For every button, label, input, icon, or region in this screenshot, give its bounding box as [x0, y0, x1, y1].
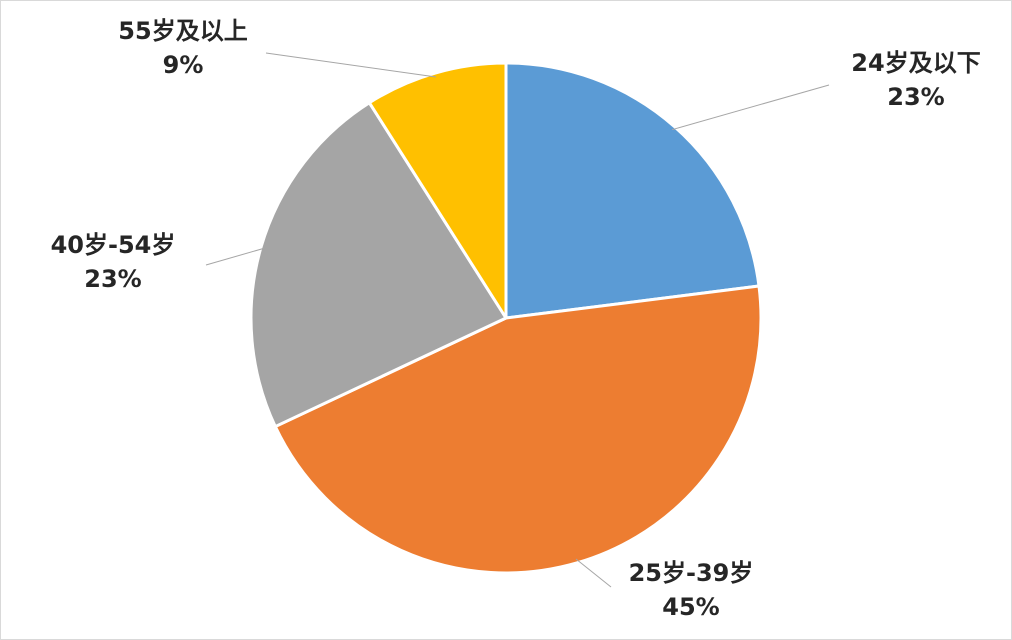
slice-label-40-54: 40岁-54岁 23%	[51, 231, 176, 293]
slice-value-label: 23%	[887, 83, 944, 111]
pie-slices	[249, 61, 763, 575]
pie-slice-55	[367, 61, 508, 320]
pie-slice-40-54	[249, 101, 508, 429]
leader-line-55	[265, 52, 437, 78]
slice-category-label: 55岁及以上	[118, 17, 247, 45]
slice-label-55: 55岁及以上 9%	[118, 17, 247, 79]
slice-category-label: 40岁-54岁	[51, 231, 176, 259]
slice-value-label: 45%	[662, 593, 719, 621]
pie-slice-24	[504, 61, 761, 320]
leader-line-25-39	[575, 558, 612, 588]
slice-value-label: 23%	[84, 265, 141, 293]
slice-label-24: 24岁及以下 23%	[851, 49, 980, 111]
slice-labels: 24岁及以下 23% 25岁-39岁 45% 40岁-54岁 23% 55岁及以上 9%	[51, 17, 981, 621]
slice-value-label: 9%	[163, 51, 204, 79]
slice-category-label: 25岁-39岁	[629, 559, 754, 587]
slice-category-label: 24岁及以下	[851, 49, 980, 77]
pie-slice-25-39	[273, 284, 763, 575]
leader-lines	[205, 52, 830, 588]
leader-line-24	[671, 84, 830, 131]
leader-line-40-54	[205, 247, 266, 266]
slice-label-25-39: 25岁-39岁 45%	[629, 559, 754, 621]
